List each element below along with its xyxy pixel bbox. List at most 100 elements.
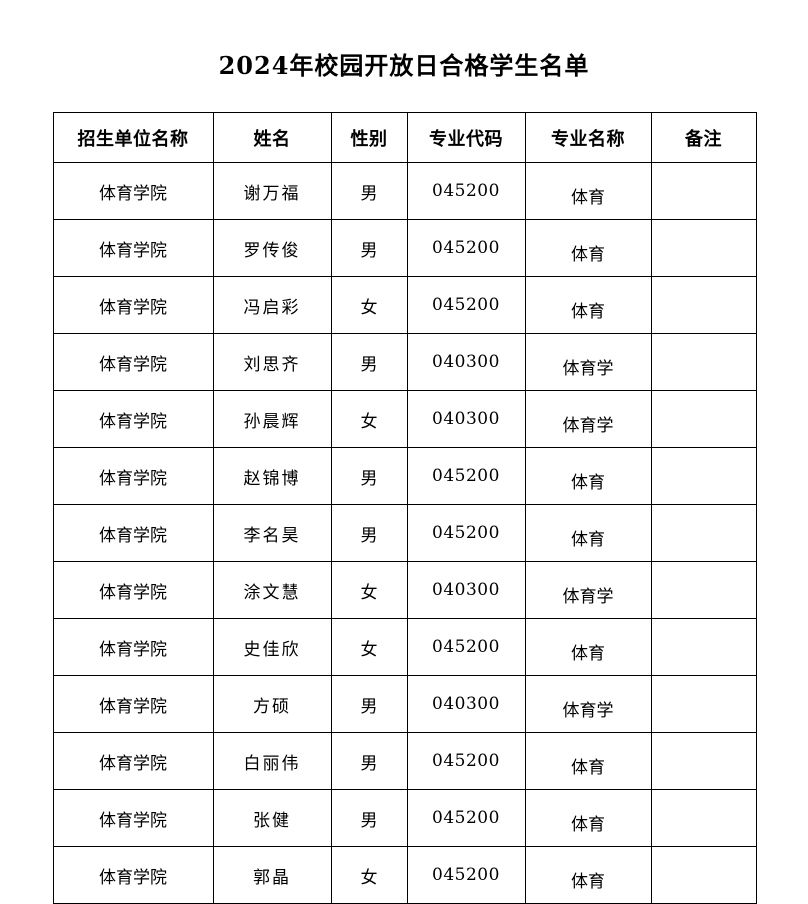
cell-name: 刘思齐 <box>212 333 332 391</box>
cell-note <box>650 333 757 391</box>
cell-note <box>650 675 757 733</box>
column-header-major: 专业名称 <box>524 112 652 163</box>
cell-code: 040300 <box>406 561 526 619</box>
cell-note <box>650 561 757 619</box>
cell-unit: 体育学院 <box>52 390 214 448</box>
cell-unit: 体育学院 <box>52 162 214 220</box>
cell-code: 045200 <box>406 504 526 562</box>
cell-note <box>650 219 757 277</box>
cell-name: 史佳欣 <box>212 618 332 676</box>
cell-major: 体育学 <box>524 675 652 733</box>
roster-table-container: 招生单位名称 姓名 性别 专业代码 专业名称 备注 体育学院 谢万福 男 045… <box>52 81 757 904</box>
table-row: 体育学院 冯启彩 女 045200 体育 <box>52 276 757 334</box>
cell-name: 孙晨辉 <box>212 390 332 448</box>
cell-gender: 女 <box>330 846 408 904</box>
cell-name: 郭晶 <box>212 846 332 904</box>
cell-major: 体育 <box>524 447 652 505</box>
cell-note <box>650 390 757 448</box>
cell-gender: 男 <box>330 675 408 733</box>
cell-unit: 体育学院 <box>52 732 214 790</box>
cell-note <box>650 447 757 505</box>
cell-gender: 男 <box>330 162 408 220</box>
table-row: 体育学院 白丽伟 男 045200 体育 <box>52 732 757 790</box>
cell-gender: 男 <box>330 789 408 847</box>
roster-table: 招生单位名称 姓名 性别 专业代码 专业名称 备注 体育学院 谢万福 男 045… <box>52 112 757 904</box>
cell-gender: 女 <box>330 390 408 448</box>
page-title: 2024年校园开放日合格学生名单 <box>218 51 590 80</box>
cell-gender: 男 <box>330 219 408 277</box>
column-header-note: 备注 <box>650 112 757 163</box>
table-row: 体育学院 李名昊 男 045200 体育 <box>52 504 757 562</box>
cell-unit: 体育学院 <box>52 846 214 904</box>
cell-code: 040300 <box>406 675 526 733</box>
cell-code: 045200 <box>406 618 526 676</box>
cell-code: 045200 <box>406 732 526 790</box>
cell-name: 谢万福 <box>212 162 332 220</box>
cell-name: 张健 <box>212 789 332 847</box>
cell-major: 体育 <box>524 618 652 676</box>
cell-major: 体育 <box>524 732 652 790</box>
cell-name: 罗传俊 <box>212 219 332 277</box>
cell-name: 赵锦博 <box>212 447 332 505</box>
cell-note <box>650 276 757 334</box>
table-body: 体育学院 谢万福 男 045200 体育 体育学院 罗传俊 男 045200 体… <box>52 162 757 904</box>
cell-major: 体育学 <box>524 390 652 448</box>
cell-unit: 体育学院 <box>52 789 214 847</box>
cell-gender: 女 <box>330 276 408 334</box>
column-header-unit: 招生单位名称 <box>52 112 214 163</box>
cell-unit: 体育学院 <box>52 447 214 505</box>
cell-name: 方硕 <box>212 675 332 733</box>
cell-unit: 体育学院 <box>52 504 214 562</box>
cell-unit: 体育学院 <box>52 618 214 676</box>
cell-gender: 女 <box>330 618 408 676</box>
cell-note <box>650 846 757 904</box>
cell-gender: 男 <box>330 333 408 391</box>
cell-code: 040300 <box>406 390 526 448</box>
cell-code: 040300 <box>406 333 526 391</box>
cell-name: 李名昊 <box>212 504 332 562</box>
table-row: 体育学院 孙晨辉 女 040300 体育学 <box>52 390 757 448</box>
cell-major: 体育 <box>524 276 652 334</box>
cell-major: 体育 <box>524 504 652 562</box>
cell-unit: 体育学院 <box>52 675 214 733</box>
cell-major: 体育 <box>524 846 652 904</box>
cell-code: 045200 <box>406 162 526 220</box>
cell-code: 045200 <box>406 276 526 334</box>
column-header-gender: 性别 <box>330 112 408 163</box>
cell-note <box>650 618 757 676</box>
cell-note <box>650 162 757 220</box>
cell-code: 045200 <box>406 447 526 505</box>
cell-code: 045200 <box>406 789 526 847</box>
cell-gender: 男 <box>330 732 408 790</box>
table-row: 体育学院 史佳欣 女 045200 体育 <box>52 618 757 676</box>
table-row: 体育学院 谢万福 男 045200 体育 <box>52 162 757 220</box>
column-header-code: 专业代码 <box>406 112 526 163</box>
cell-major: 体育 <box>524 162 652 220</box>
cell-code: 045200 <box>406 219 526 277</box>
table-header: 招生单位名称 姓名 性别 专业代码 专业名称 备注 <box>52 112 757 163</box>
cell-code: 045200 <box>406 846 526 904</box>
cell-major: 体育学 <box>524 333 652 391</box>
document-page: 2024年校园开放日合格学生名单 招生单位名称 姓名 性别 专业代码 专业名称 … <box>52 51 757 904</box>
column-header-name: 姓名 <box>212 112 332 163</box>
cell-name: 涂文慧 <box>212 561 332 619</box>
cell-name: 冯启彩 <box>212 276 332 334</box>
table-row: 体育学院 涂文慧 女 040300 体育学 <box>52 561 757 619</box>
cell-unit: 体育学院 <box>52 219 214 277</box>
cell-name: 白丽伟 <box>212 732 332 790</box>
cell-note <box>650 504 757 562</box>
table-row: 体育学院 方硕 男 040300 体育学 <box>52 675 757 733</box>
table-row: 体育学院 张健 男 045200 体育 <box>52 789 757 847</box>
table-row: 体育学院 罗传俊 男 045200 体育 <box>52 219 757 277</box>
cell-unit: 体育学院 <box>52 276 214 334</box>
cell-major: 体育 <box>524 219 652 277</box>
table-row: 体育学院 刘思齐 男 040300 体育学 <box>52 333 757 391</box>
cell-major: 体育 <box>524 789 652 847</box>
cell-major: 体育学 <box>524 561 652 619</box>
cell-unit: 体育学院 <box>52 333 214 391</box>
table-row: 体育学院 郭晶 女 045200 体育 <box>52 846 757 904</box>
cell-gender: 男 <box>330 447 408 505</box>
cell-unit: 体育学院 <box>52 561 214 619</box>
cell-note <box>650 732 757 790</box>
table-header-row: 招生单位名称 姓名 性别 专业代码 专业名称 备注 <box>52 112 757 163</box>
